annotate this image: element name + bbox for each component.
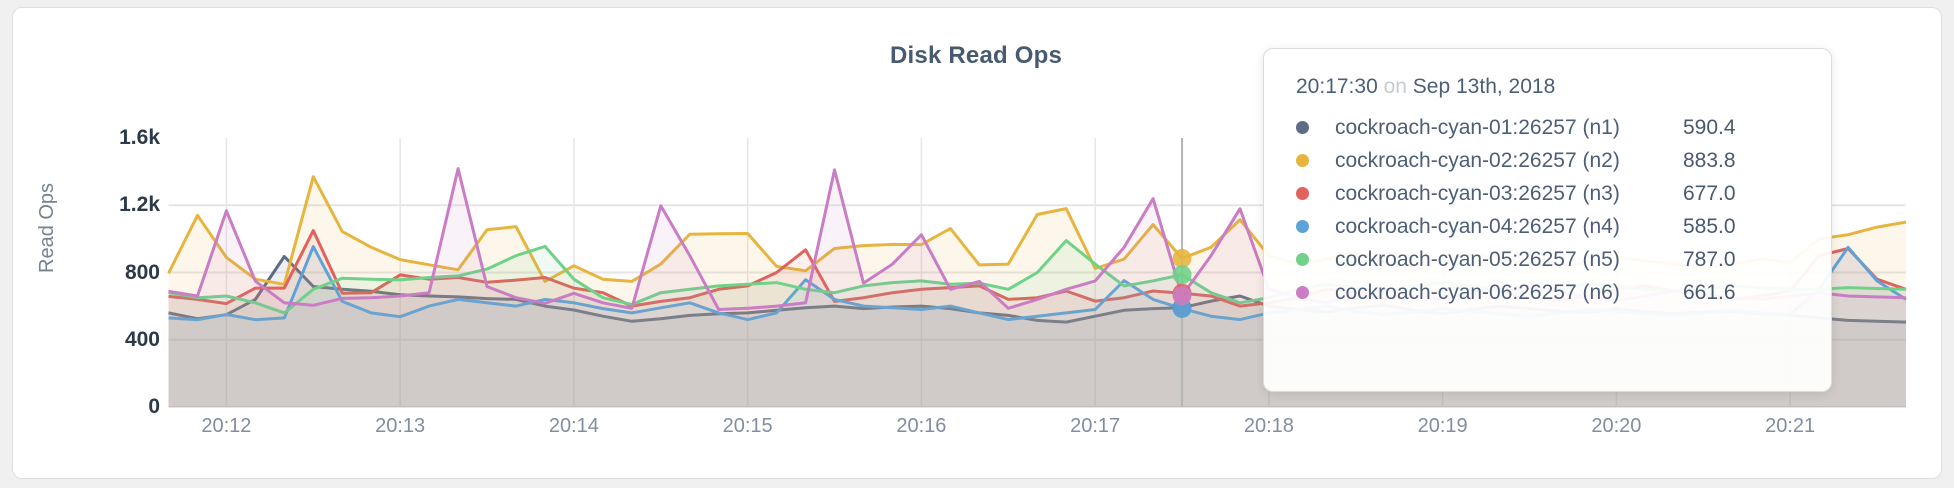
tooltip-row: cockroach-cyan-03:26257 (n3) 677.0 (1296, 177, 1803, 210)
x-tick-label: 20:15 (722, 415, 773, 437)
tooltip-series-value: 883.8 (1683, 148, 1736, 172)
series-color-dot-icon (1296, 253, 1309, 266)
y-tick-label: 1.6k (119, 126, 160, 149)
x-tick-label: 20:18 (1243, 415, 1294, 437)
tooltip-row: cockroach-cyan-04:26257 (n4) 585.0 (1296, 210, 1803, 243)
chart-title: Disk Read Ops (890, 42, 1062, 69)
series-color-dot-icon (1296, 154, 1309, 167)
crosshair-dot-n2 (1172, 248, 1192, 268)
tooltip-time: 20:17:30 (1296, 75, 1378, 98)
x-tick-label: 20:16 (896, 415, 947, 437)
series-color-dot-icon (1296, 187, 1309, 200)
tooltip-series-label: cockroach-cyan-01:26257 (n1) (1335, 115, 1620, 139)
tooltip-series-value: 787.0 (1683, 247, 1736, 271)
y-tick-label: 400 (124, 327, 160, 351)
tooltip-series-label: cockroach-cyan-06:26257 (n6) (1335, 280, 1620, 304)
series-color-dot-icon (1296, 220, 1309, 233)
tooltip-series-label: cockroach-cyan-04:26257 (n4) (1335, 214, 1620, 238)
hover-tooltip: 20:17:30 on Sep 13th, 2018 cockroach-cya… (1263, 48, 1832, 392)
tooltip-date: Sep 13th, 2018 (1412, 75, 1556, 98)
tooltip-row: cockroach-cyan-01:26257 (n1) 590.4 (1296, 111, 1803, 144)
tooltip-series-label: cockroach-cyan-03:26257 (n3) (1335, 181, 1620, 205)
x-tick-label: 20:19 (1417, 415, 1468, 437)
series-color-dot-icon (1296, 286, 1309, 299)
tooltip-header: 20:17:30 on Sep 13th, 2018 (1296, 73, 1803, 101)
tooltip-series-value: 590.4 (1683, 115, 1736, 139)
tooltip-series-label: cockroach-cyan-02:26257 (n2) (1335, 148, 1620, 172)
x-tick-label: 20:13 (375, 415, 426, 437)
x-tick-label: 20:20 (1591, 415, 1642, 437)
tooltip-series-value: 661.6 (1683, 280, 1736, 304)
y-tick-label: 800 (124, 260, 160, 284)
x-tick-label: 20:21 (1765, 415, 1816, 437)
crosshair-dot-n6 (1172, 286, 1192, 306)
x-tick-label: 20:12 (201, 415, 252, 437)
tooltip-row: cockroach-cyan-05:26257 (n5) 787.0 (1296, 243, 1803, 276)
x-tick-label: 20:14 (548, 415, 599, 437)
tooltip-series-value: 677.0 (1683, 181, 1736, 205)
tooltip-series-value: 585.0 (1683, 214, 1736, 238)
tooltip-rows: cockroach-cyan-01:26257 (n1) 590.4 cockroa… (1296, 111, 1803, 309)
crosshair-dot-n5 (1172, 265, 1192, 285)
y-tick-label: 1.2k (119, 193, 160, 217)
tooltip-series-label: cockroach-cyan-05:26257 (n5) (1335, 247, 1620, 271)
tooltip-row: cockroach-cyan-06:26257 (n6) 661.6 (1296, 276, 1803, 309)
tooltip-conjunction: on (1383, 75, 1407, 98)
series-color-dot-icon (1296, 121, 1309, 134)
y-tick-label: 0 (148, 395, 160, 418)
x-tick-label: 20:17 (1070, 415, 1121, 437)
tooltip-row: cockroach-cyan-02:26257 (n2) 883.8 (1296, 144, 1803, 177)
